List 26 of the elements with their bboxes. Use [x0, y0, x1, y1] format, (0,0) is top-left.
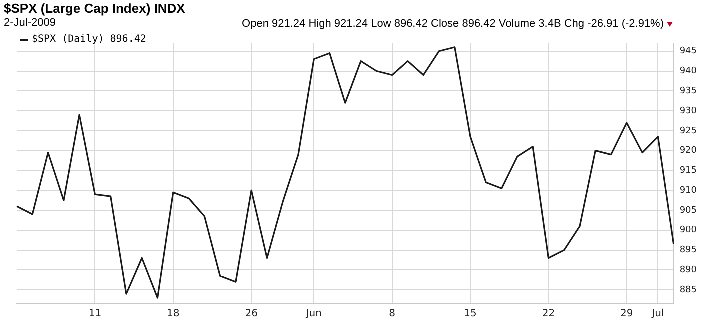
- y-tick-label: 945: [680, 46, 698, 57]
- x-tick-label: Jul: [651, 308, 664, 320]
- chart-title: $SPX (Large Cap Index) INDX: [4, 1, 186, 16]
- y-tick-label: 885: [680, 285, 698, 296]
- y-tick-label: 920: [680, 146, 698, 156]
- x-tick-label: 18: [167, 308, 180, 320]
- x-tick-label: Jun: [305, 308, 322, 320]
- y-tick-label: 900: [680, 226, 698, 236]
- y-tick-label: 890: [680, 266, 698, 276]
- y-tick-label: 940: [680, 66, 698, 77]
- y-tick-label: 895: [680, 246, 698, 256]
- x-tick-label: 15: [464, 308, 477, 320]
- x-tick-label: 22: [542, 308, 556, 320]
- y-tick-label: 915: [680, 166, 698, 176]
- chart-subtitle: 2-Jul-2009: [4, 17, 56, 29]
- y-tick-label: 905: [680, 206, 698, 216]
- x-tick-label: 8: [389, 308, 396, 320]
- y-tick-label: 935: [680, 86, 698, 96]
- y-tick-label: 910: [680, 186, 698, 196]
- text: Open 921.24 High 921.24 Low 896.42 Close 896.42 Volume 3.4B Chg -26.91 (-2.91%): [242, 18, 664, 30]
- x-tick-label: 26: [245, 308, 258, 320]
- x-tick-label: 11: [88, 308, 102, 320]
- x-tick-label: 29: [620, 308, 634, 320]
- legend-label: $SPX (Daily) 896.42: [32, 34, 146, 45]
- y-tick-label: 925: [680, 126, 698, 136]
- y-tick-label: 930: [680, 106, 698, 116]
